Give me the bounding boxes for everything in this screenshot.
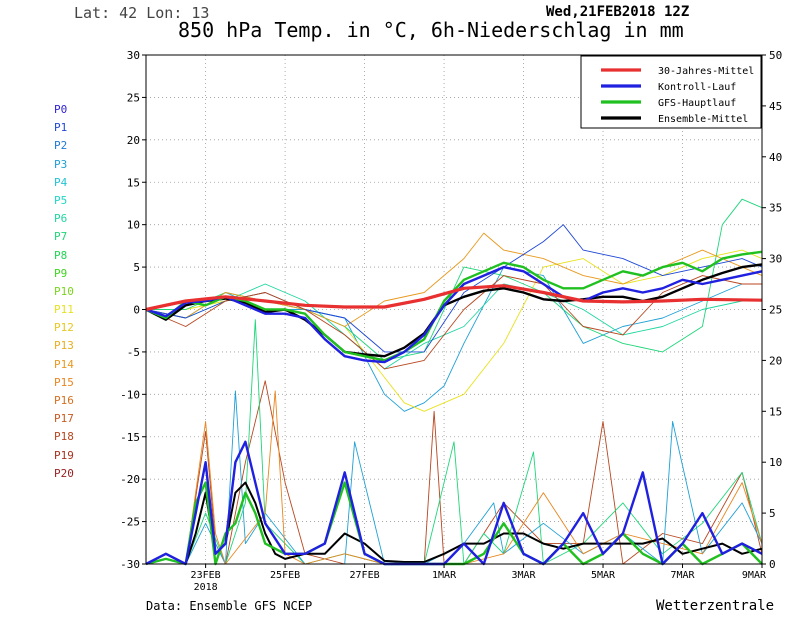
member-label-p7: P7 bbox=[54, 230, 68, 244]
y-left-tick-label: -20 bbox=[120, 473, 140, 486]
member-label-p12: P12 bbox=[54, 321, 74, 335]
location-label: Lat: 42 Lon: 13 bbox=[74, 4, 210, 22]
y-right-tick-label: 40 bbox=[769, 151, 782, 164]
temp-series-ensemble-mittel bbox=[145, 263, 763, 358]
legend-box bbox=[580, 55, 762, 129]
y-left-tick-label: -15 bbox=[120, 431, 140, 444]
legend-label: 30-Jahres-Mittel bbox=[658, 66, 754, 77]
y-axis-left: 30 25 20 15 10 5 0 -5 -10 -15 -20 -25 -30 bbox=[120, 49, 146, 571]
chart-legend: 30-Jahres-Mittel Kontroll-Lauf GFS-Hauptla… bbox=[580, 55, 762, 129]
member-label-p9: P9 bbox=[54, 266, 68, 280]
y-right-tick-label: 30 bbox=[769, 253, 782, 266]
ensemble-member-list: P0 P1 P2 P3 P4 P5 P6 P7 P8 P9 P10 P11 P12 P13 P14 P15 P1… bbox=[54, 101, 74, 483]
member-label-p10: P10 bbox=[54, 284, 74, 298]
legend-label: GFS-Hauptlauf bbox=[658, 98, 736, 109]
temp-series-gfs-hauptlauf bbox=[145, 250, 763, 362]
temp-series-p14 bbox=[145, 232, 763, 327]
y-left-tick-label: 30 bbox=[127, 49, 140, 62]
member-label-p17: P17 bbox=[54, 412, 74, 426]
y-left-tick-label: -30 bbox=[120, 558, 140, 571]
y-left-tick-label: 25 bbox=[127, 91, 140, 104]
y-right-tick-label: 20 bbox=[769, 354, 782, 367]
x-tick-label: 27FEB bbox=[350, 570, 380, 581]
chart-grid bbox=[146, 54, 763, 565]
member-label-p4: P4 bbox=[54, 175, 68, 189]
run-datetime: Wed,21FEB2018 12Z bbox=[546, 4, 690, 20]
precipitation-plot bbox=[145, 319, 763, 566]
y-right-tick-label: 0 bbox=[769, 558, 776, 571]
y-right-tick-label: 15 bbox=[769, 405, 782, 418]
member-label-p3: P3 bbox=[54, 157, 68, 171]
x-axis: 23FEB 25FEB 27FEB 1MAR 3MAR 5MAR 7MAR 9MAR 2018 bbox=[191, 564, 767, 593]
temp-series-30-jahres-mittel bbox=[145, 284, 763, 312]
y-left-tick-label: 20 bbox=[127, 134, 140, 147]
temp-series-p7 bbox=[146, 198, 763, 361]
member-label-p18: P18 bbox=[54, 430, 74, 444]
y-left-tick-label: 15 bbox=[127, 176, 140, 189]
member-label-p20: P20 bbox=[54, 466, 74, 480]
brand-label: Wetterzentrale bbox=[656, 598, 775, 614]
x-tick-label: 25FEB bbox=[270, 570, 300, 581]
member-label-p13: P13 bbox=[54, 339, 74, 353]
x-tick-label: 7MAR bbox=[670, 570, 695, 581]
y-right-tick-label: 10 bbox=[769, 456, 782, 469]
legend-label: Ensemble-Mittel bbox=[658, 114, 748, 125]
y-left-tick-label: -10 bbox=[120, 388, 140, 401]
member-label-p14: P14 bbox=[54, 357, 74, 371]
temp-series-p18 bbox=[145, 275, 762, 370]
member-label-p5: P5 bbox=[54, 193, 68, 207]
member-label-p19: P19 bbox=[54, 448, 74, 462]
legend-label: Kontroll-Lauf bbox=[658, 82, 736, 93]
y-left-tick-label: 0 bbox=[133, 304, 140, 317]
data-source-label: Data: Ensemble GFS NCEP bbox=[146, 599, 313, 613]
y-right-tick-label: 35 bbox=[769, 202, 782, 215]
member-label-p1: P1 bbox=[54, 121, 68, 135]
member-label-p15: P15 bbox=[54, 375, 74, 389]
x-tick-label: 3MAR bbox=[512, 570, 537, 581]
precip-series-p15 bbox=[146, 390, 763, 565]
member-label-p6: P6 bbox=[54, 212, 68, 226]
temp-series-p6 bbox=[145, 283, 762, 370]
y-left-tick-label: 5 bbox=[133, 261, 140, 274]
member-label-p0: P0 bbox=[54, 103, 68, 116]
member-label-p11: P11 bbox=[54, 303, 74, 317]
x-tick-label: 1MAR bbox=[432, 570, 457, 581]
y-right-tick-label: 5 bbox=[769, 507, 776, 520]
member-label-p16: P16 bbox=[54, 394, 74, 407]
x-tick-label: 9MAR bbox=[742, 570, 767, 581]
precip-series-p18 bbox=[146, 380, 763, 565]
y-right-tick-label: 25 bbox=[769, 304, 782, 317]
y-left-tick-label: -5 bbox=[127, 346, 140, 359]
x-tick-label: 5MAR bbox=[591, 570, 616, 581]
member-label-p8: P8 bbox=[54, 248, 68, 262]
y-left-tick-label: -25 bbox=[120, 516, 140, 529]
temperature-plot bbox=[145, 198, 763, 412]
y-right-tick-label: 45 bbox=[769, 100, 782, 113]
x-tick-label: 23FEB bbox=[191, 570, 221, 581]
precip-series-p7 bbox=[146, 319, 763, 565]
y-right-tick-label: 50 bbox=[769, 49, 782, 62]
y-left-tick-label: 10 bbox=[127, 219, 140, 232]
temp-series-kontroll-lauf bbox=[145, 265, 763, 364]
precip-series-p3 bbox=[146, 390, 763, 565]
member-label-p2: P2 bbox=[54, 139, 68, 153]
x-year-label: 2018 bbox=[194, 582, 218, 593]
chart-title: 850 hPa Temp. in °C, 6h-Niederschlag in … bbox=[178, 18, 684, 42]
